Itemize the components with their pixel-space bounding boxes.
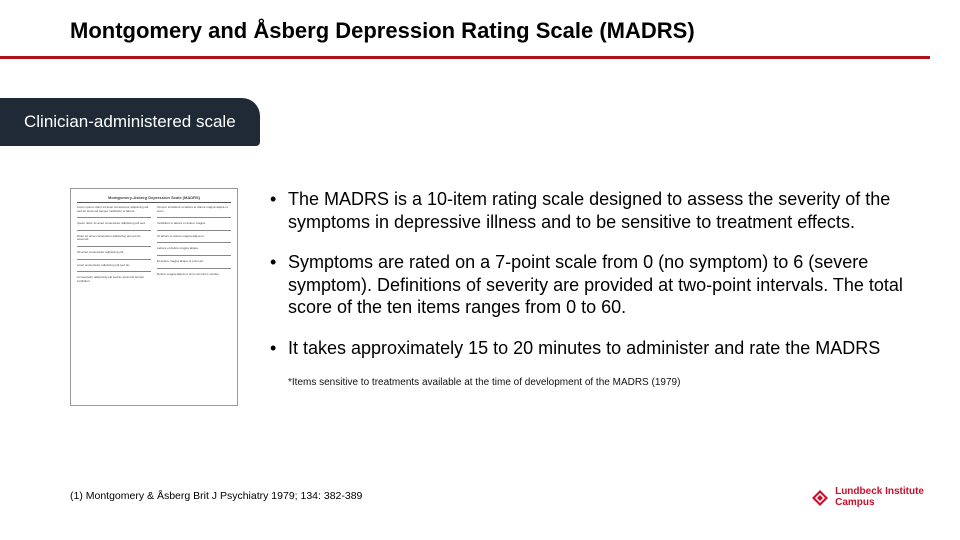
logo-text: Lundbeck Institute Campus <box>835 487 924 508</box>
slide-root: Montgomery and Åsberg Depression Rating … <box>0 0 960 540</box>
form-block: Incididunt ut labore et dolore magna. <box>157 222 231 226</box>
form-rule <box>77 259 151 260</box>
page-title: Montgomery and Åsberg Depression Rating … <box>0 18 930 59</box>
form-block: Sit amet consectetur adipiscing elit. <box>77 251 151 255</box>
form-thumbnail-columns: Lorem ipsum dolor sit amet consectetur a… <box>77 206 231 401</box>
form-block: Dolor sit amet consectetur adipiscing el… <box>77 235 151 242</box>
form-block: Et dolore magna aliqua ut enim ad. <box>157 260 231 264</box>
logo-mark-icon <box>811 489 829 507</box>
form-block: Ut labore et dolore magna aliqua ut. <box>157 235 231 239</box>
form-rule <box>157 230 231 231</box>
form-rule <box>77 230 151 231</box>
form-block: Amet consectetur adipiscing elit sed do. <box>77 264 151 268</box>
form-block: Labore et dolore magna aliqua. <box>157 247 231 251</box>
bullet-list: The MADRS is a 10-item rating scale desi… <box>266 188 920 406</box>
footnote: *Items sensitive to treatments available… <box>288 377 920 390</box>
reference-citation: (1) Montgomery & Åsberg Brit J Psychiatr… <box>70 490 362 502</box>
form-thumbnail: Montgomery-Asberg Depression Scale (MADR… <box>70 188 238 406</box>
form-block: Dolore magna aliqua ut enim ad minim ven… <box>157 273 231 277</box>
logo-text-line2: Campus <box>835 497 874 508</box>
form-rule <box>77 246 151 247</box>
logo-lundbeck: Lundbeck Institute Campus <box>811 487 924 508</box>
form-thumbnail-title: Montgomery-Asberg Depression Scale (MADR… <box>77 195 231 203</box>
form-rule <box>157 255 231 256</box>
bullet-item: It takes approximately 15 to 20 minutes … <box>266 337 920 360</box>
form-block: Ipsum dolor sit amet consectetur adipisc… <box>77 222 151 226</box>
bullet-item: Symptoms are rated on a 7-point scale fr… <box>266 251 920 319</box>
form-rule <box>77 217 151 218</box>
form-rule <box>157 268 231 269</box>
logo-text-line1: Lundbeck Institute <box>835 486 924 497</box>
form-rule <box>157 242 231 243</box>
bullet-item: The MADRS is a 10-item rating scale desi… <box>266 188 920 233</box>
form-rule <box>157 217 231 218</box>
content-row: Montgomery-Asberg Depression Scale (MADR… <box>70 188 920 406</box>
form-thumbnail-col-left: Lorem ipsum dolor sit amet consectetur a… <box>77 206 151 401</box>
form-block: Lorem ipsum dolor sit amet consectetur a… <box>77 206 151 213</box>
form-thumbnail-col-right: Tempor incididunt ut labore et dolore ma… <box>157 206 231 401</box>
form-block: Consectetur adipiscing elit sed do eiusm… <box>77 276 151 283</box>
form-rule <box>77 271 151 272</box>
form-block: Tempor incididunt ut labore et dolore ma… <box>157 206 231 213</box>
badge-clinician-scale: Clinician-administered scale <box>0 98 260 146</box>
